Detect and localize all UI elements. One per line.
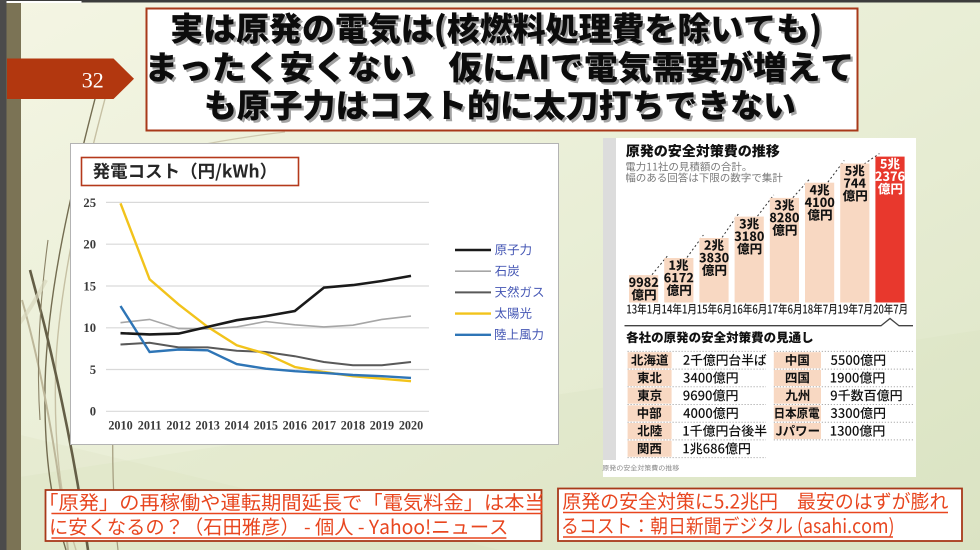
svg-text:2015: 2015 — [254, 419, 278, 433]
svg-text:2020: 2020 — [399, 419, 423, 433]
svg-text:20: 20 — [83, 238, 96, 252]
svg-text:2013: 2013 — [196, 419, 220, 433]
svg-text:2018: 2018 — [341, 419, 365, 433]
svg-text:2011: 2011 — [138, 419, 162, 433]
svg-text:2019: 2019 — [370, 419, 394, 433]
svg-text:5: 5 — [90, 363, 96, 377]
svg-text:32: 32 — [82, 68, 104, 93]
svg-text:25: 25 — [83, 196, 96, 210]
svg-text:2010: 2010 — [108, 419, 132, 433]
svg-text:2017: 2017 — [312, 419, 336, 433]
svg-text:2014: 2014 — [225, 419, 249, 433]
svg-text:10: 10 — [83, 321, 96, 335]
svg-text:0: 0 — [90, 405, 96, 419]
svg-text:2016: 2016 — [283, 419, 307, 433]
svg-text:15: 15 — [83, 279, 96, 293]
svg-text:2012: 2012 — [166, 419, 190, 433]
